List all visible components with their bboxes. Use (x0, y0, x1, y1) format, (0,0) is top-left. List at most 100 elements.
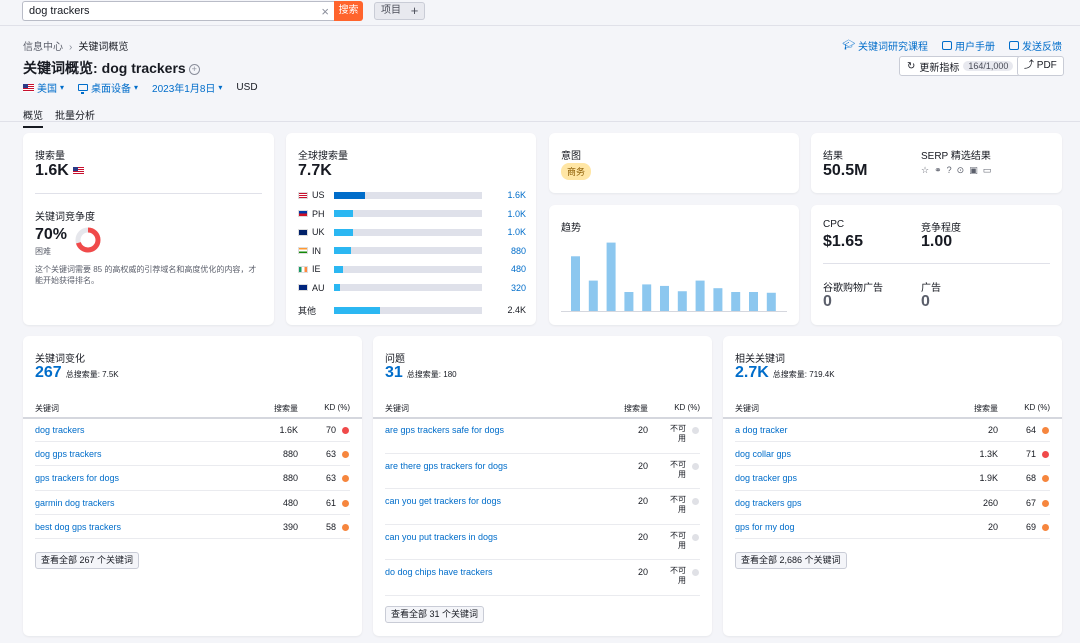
volume-label: 搜索量 (35, 151, 65, 162)
keyword-volume: 20 (637, 531, 648, 542)
country-code: UK (312, 227, 325, 237)
page-title: 关键词概览: dog trackers + (23, 58, 200, 78)
keyword-link[interactable]: dog gps trackers (35, 449, 102, 460)
keyword-link[interactable]: are gps trackers safe for dogs (385, 425, 505, 435)
trend-bar[interactable] (677, 291, 687, 311)
keyword-link[interactable]: dog tracker gps (735, 473, 798, 484)
country-volume[interactable]: 480 (510, 264, 526, 274)
col-kd[interactable]: KD (%) (1024, 403, 1050, 412)
col-volume[interactable]: 搜索量 (974, 404, 998, 413)
keyword-volume: 20 (637, 460, 648, 471)
table-header: 关键词 搜索量 KD (%) (735, 403, 1050, 417)
trend-bar[interactable] (731, 292, 741, 311)
add-icon[interactable]: + (188, 64, 200, 75)
us-flag-icon (298, 191, 308, 199)
table-row: can you put trackers in dogs 20 不可用 (385, 525, 700, 560)
country-volume[interactable]: 880 (510, 245, 526, 256)
search-input[interactable]: dog trackers × (22, 1, 334, 21)
trend-bar[interactable] (588, 280, 598, 311)
course-link[interactable]: 🎓︎ 关键词研究课程 (842, 38, 928, 53)
date-select[interactable]: 2023年1月8日 ▾ (152, 80, 222, 95)
col-volume[interactable]: 搜索量 (274, 404, 298, 413)
view-all-button[interactable]: 查看全部 2,686 个关键词 (735, 552, 847, 569)
search-button[interactable]: 搜索 (334, 1, 363, 21)
view-all-button[interactable]: 查看全部 267 个关键词 (35, 552, 140, 569)
table-row: dog gps trackers 880 63 (35, 442, 350, 467)
keyword-link[interactable]: dog trackers gps (735, 497, 802, 508)
country-select[interactable]: 美国 ▾ (23, 80, 64, 95)
keyword-count[interactable]: 2.7K (735, 364, 769, 381)
volume-bar-track (334, 265, 482, 273)
volume-bar (334, 210, 354, 217)
refresh-icon: ↻ (907, 60, 916, 72)
keyword-link[interactable]: dog trackers (35, 425, 85, 435)
col-kd[interactable]: KD (%) (674, 403, 700, 412)
country-volume[interactable]: 1.0K (507, 227, 526, 237)
col-keyword: 关键词 (735, 404, 759, 413)
trend-bar[interactable] (624, 292, 634, 311)
trend-bar[interactable] (642, 284, 652, 311)
results-label: 结果 (823, 151, 843, 162)
device-select[interactable]: 桌面设备 ▾ (78, 80, 138, 95)
chevron-down-icon: ▾ (60, 83, 65, 92)
kd-value: 69 (1025, 521, 1036, 532)
view-all-button[interactable]: 查看全部 31 个关键词 (385, 606, 485, 623)
trend-bar[interactable] (766, 292, 776, 311)
play-icon: ⊙ (956, 165, 965, 175)
kd-value: 不可用 (670, 424, 686, 443)
kd-dot (1042, 451, 1049, 459)
table-row: dog tracker gps 1.9K 68 (735, 466, 1050, 491)
keyword-link[interactable]: can you put trackers in dogs (385, 531, 498, 542)
kd-dot (1042, 427, 1049, 434)
kd-description: 这个关键词需要 85 的高权威的引荐域名和高度优化的内容，才能开始获得排名。 (35, 265, 257, 285)
graduation-cap-icon: 🎓︎ (842, 40, 855, 51)
keyword-count[interactable]: 267 (35, 364, 62, 381)
keyword-link[interactable]: best dog gps trackers (35, 521, 122, 532)
project-button[interactable]: 项目 (374, 2, 408, 20)
trend-bar[interactable] (606, 242, 616, 311)
global-volume-row: UK 1.0K (298, 226, 526, 238)
keyword-count[interactable]: 31 (385, 364, 403, 381)
keyword-link[interactable]: do dog chips have trackers (385, 567, 493, 577)
breadcrumb-home[interactable]: 信息中心 (23, 42, 63, 53)
kd-value: 67 (1025, 497, 1036, 508)
country-volume[interactable]: 1.6K (507, 190, 526, 200)
ads-value: 0 (921, 293, 930, 310)
table-row: are gps trackers safe for dogs 20 不可用 (385, 418, 700, 454)
keyword-link[interactable]: a dog tracker (735, 425, 788, 435)
shopping-ads-label: 谷歌购物广告 (823, 283, 883, 294)
update-metrics-button[interactable]: ↻ 更新指标 164/1,000 (899, 56, 1022, 76)
trend-bar[interactable] (695, 280, 705, 311)
kd-dot (342, 499, 349, 507)
add-project-button[interactable]: + (405, 2, 425, 20)
search-input-value[interactable]: dog trackers (29, 5, 90, 17)
country-volume[interactable]: 320 (510, 282, 526, 293)
keyword-link[interactable]: gps for my dog (735, 521, 795, 532)
keyword-link[interactable]: dog collar gps (735, 449, 792, 460)
tab-bulk-analysis[interactable]: 批量分析 (55, 111, 95, 122)
feedback-link[interactable]: 发送反馈 (1009, 38, 1062, 53)
clear-icon[interactable]: × (321, 4, 329, 19)
tabs: 概览 批量分析 (23, 107, 95, 128)
keyword-link[interactable]: garmin dog trackers (35, 497, 115, 508)
keyword-link[interactable]: gps trackers for dogs (35, 473, 120, 484)
trend-bar[interactable] (660, 285, 669, 311)
keyword-link[interactable]: can you get trackers for dogs (385, 496, 502, 506)
manual-link[interactable]: 用户手册 (942, 38, 995, 53)
pdf-export-button[interactable]: ⤴ PDF (1017, 56, 1064, 76)
tab-overview[interactable]: 概览 (23, 107, 43, 128)
kd-dot (692, 427, 699, 434)
country-volume[interactable]: 1.0K (507, 208, 526, 219)
kd-level: 困难 (35, 247, 51, 256)
kd-value: 63 (325, 473, 336, 484)
trend-bar[interactable] (713, 288, 723, 311)
kd-value: 64 (1025, 425, 1036, 435)
trend-card: 趋势 (549, 205, 799, 325)
col-volume[interactable]: 搜索量 (624, 404, 648, 413)
country-code: AU (312, 282, 325, 293)
trend-bar[interactable] (749, 292, 758, 311)
keyword-link[interactable]: are there gps trackers for dogs (385, 460, 508, 471)
col-kd[interactable]: KD (%) (324, 403, 350, 412)
link-icon: ⚭ (934, 165, 942, 175)
trend-bar[interactable] (571, 256, 580, 311)
